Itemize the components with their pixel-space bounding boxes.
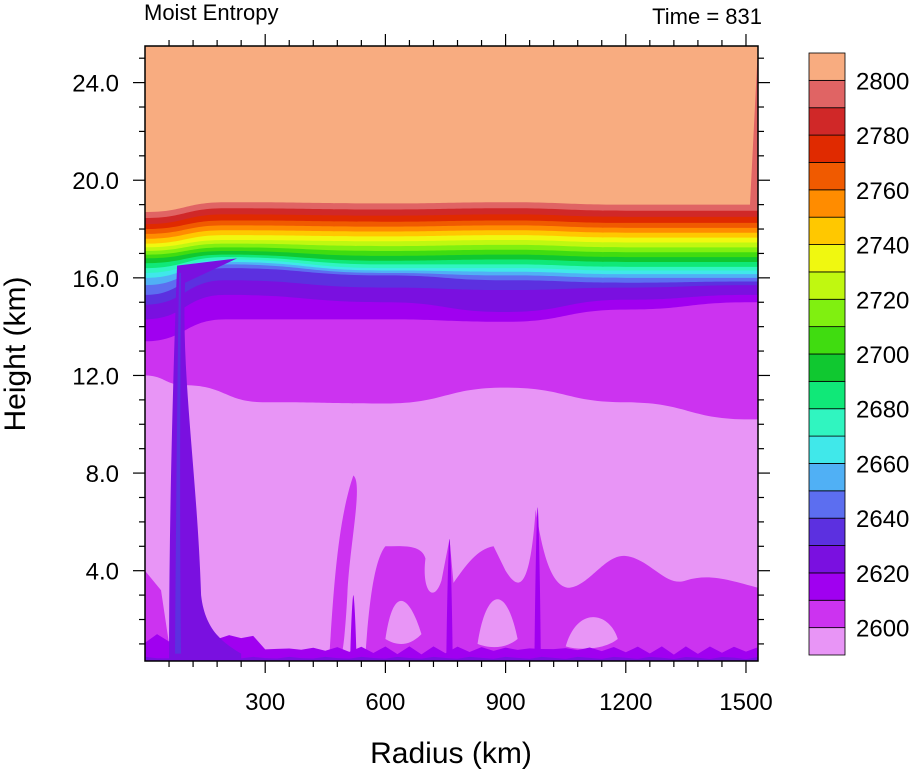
low-level-feature-3: [365, 509, 758, 661]
colorbar-box: [808, 326, 846, 355]
colorbar-label: 2620: [856, 561, 909, 588]
plot-frame: [144, 45, 759, 662]
y-tick-label: 12.0: [72, 363, 119, 390]
x-axis-label: Radius (km): [370, 737, 532, 770]
colorbar-label: 2780: [856, 123, 909, 150]
colorbar-label: 2720: [856, 287, 909, 314]
colorbar-box: [808, 517, 846, 546]
low-level-feature-1: [145, 570, 170, 657]
chart-title-left: Moist Entropy: [144, 0, 279, 25]
y-tick-label: 16.0: [72, 266, 119, 293]
x-tick-label: 1500: [719, 689, 772, 716]
low-level-feature-2: [329, 475, 357, 657]
colorbar-box: [808, 380, 846, 410]
colorbar-box: [808, 52, 846, 81]
convective-plume-1: [350, 595, 357, 661]
y-tick-label: 8.0: [86, 461, 119, 488]
colorbar-label: 2640: [856, 506, 909, 533]
colorbar-box: [808, 162, 846, 191]
colorbar-label: 2680: [856, 397, 909, 424]
colorbar-box: [808, 271, 846, 300]
eyewall-core: [175, 272, 182, 654]
y-tick-label: 24.0: [72, 71, 119, 98]
low-level-clear-region-1: [565, 617, 618, 649]
colorbar-label: 2800: [856, 68, 909, 95]
colorbar-box: [808, 298, 846, 328]
y-tick-label: 20.0: [72, 168, 119, 195]
low-level-clear-region-3: [477, 599, 518, 648]
y-axis-label: Height (km): [0, 276, 32, 431]
x-tick-label: 300: [245, 689, 285, 716]
colorbar-box: [808, 134, 846, 163]
colorbar-box: [808, 490, 846, 519]
colorbar-box: [808, 599, 846, 629]
chart-title-right: Time = 831: [652, 4, 762, 29]
colorbar-label: 2660: [856, 451, 909, 478]
colorbar-box: [808, 79, 846, 109]
colorbar: 2600 2620 2640 2660 2680 2700 2720 2740 2760 2780…: [808, 52, 909, 656]
colorbar-label: 2700: [856, 342, 909, 369]
colorbar-box: [808, 435, 846, 464]
colorbar-box: [808, 627, 846, 656]
colorbar-box: [808, 216, 846, 245]
low-level-clear-region-2: [385, 600, 422, 645]
surface-layer-band: [145, 656, 758, 661]
colorbar-box: [808, 107, 846, 136]
colorbar-box: [808, 353, 846, 382]
colorbar-box: [808, 408, 846, 437]
colorbar-box: [808, 244, 846, 273]
boundary-layer-band: [145, 634, 758, 661]
colorbar-label: 2740: [856, 233, 909, 260]
y-axis: 4.0 8.0 12.0 16.0 20.0 24.0: [72, 57, 770, 645]
convective-plume-2: [446, 538, 453, 661]
contour-plot-area: [145, 46, 758, 661]
y-tick-label: 4.0: [86, 559, 119, 586]
x-tick-label: 1200: [599, 689, 652, 716]
x-tick-label: 600: [365, 689, 405, 716]
colorbar-box: [808, 189, 846, 218]
colorbar-box: [808, 463, 846, 492]
x-tick-label: 900: [486, 689, 526, 716]
colorbar-box: [808, 572, 846, 601]
x-axis: 300 600 900 1200 1500: [168, 34, 773, 716]
contour-band-above-2800: [145, 46, 758, 212]
convective-plume-3: [534, 507, 541, 661]
colorbar-box: [808, 545, 846, 574]
eyewall-column: [169, 258, 242, 661]
colorbar-label: 2760: [856, 178, 909, 205]
colorbar-label: 2600: [856, 616, 909, 643]
